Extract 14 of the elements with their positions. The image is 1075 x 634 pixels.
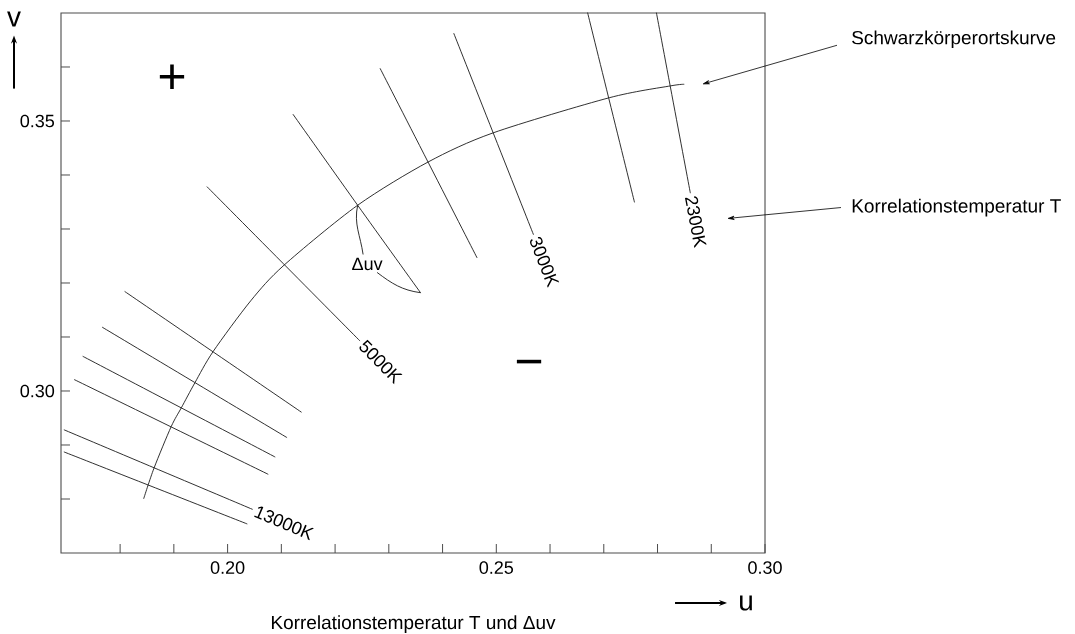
- x-tick-label: 0.25: [479, 561, 514, 574]
- text: Schwarzkörperortskurve: [852, 30, 1056, 49]
- annotation: +: [159, 64, 185, 90]
- x-axis-title: u: [740, 595, 752, 611]
- text: Korrelationstemperatur T: [852, 198, 1061, 217]
- y-tick-label: 0.35: [20, 114, 55, 128]
- annotation: −: [516, 359, 542, 364]
- annotation: Δuv: [352, 257, 383, 271]
- x-tick-label: 0.20: [210, 561, 245, 574]
- annotation: 2300K: [684, 196, 707, 249]
- x-tick-label: 0.30: [748, 561, 782, 574]
- y-axis-title: v: [7, 11, 21, 27]
- annotation: 3000K: [530, 236, 560, 288]
- text: Korrelationstemperatur T und Δuv: [271, 615, 556, 633]
